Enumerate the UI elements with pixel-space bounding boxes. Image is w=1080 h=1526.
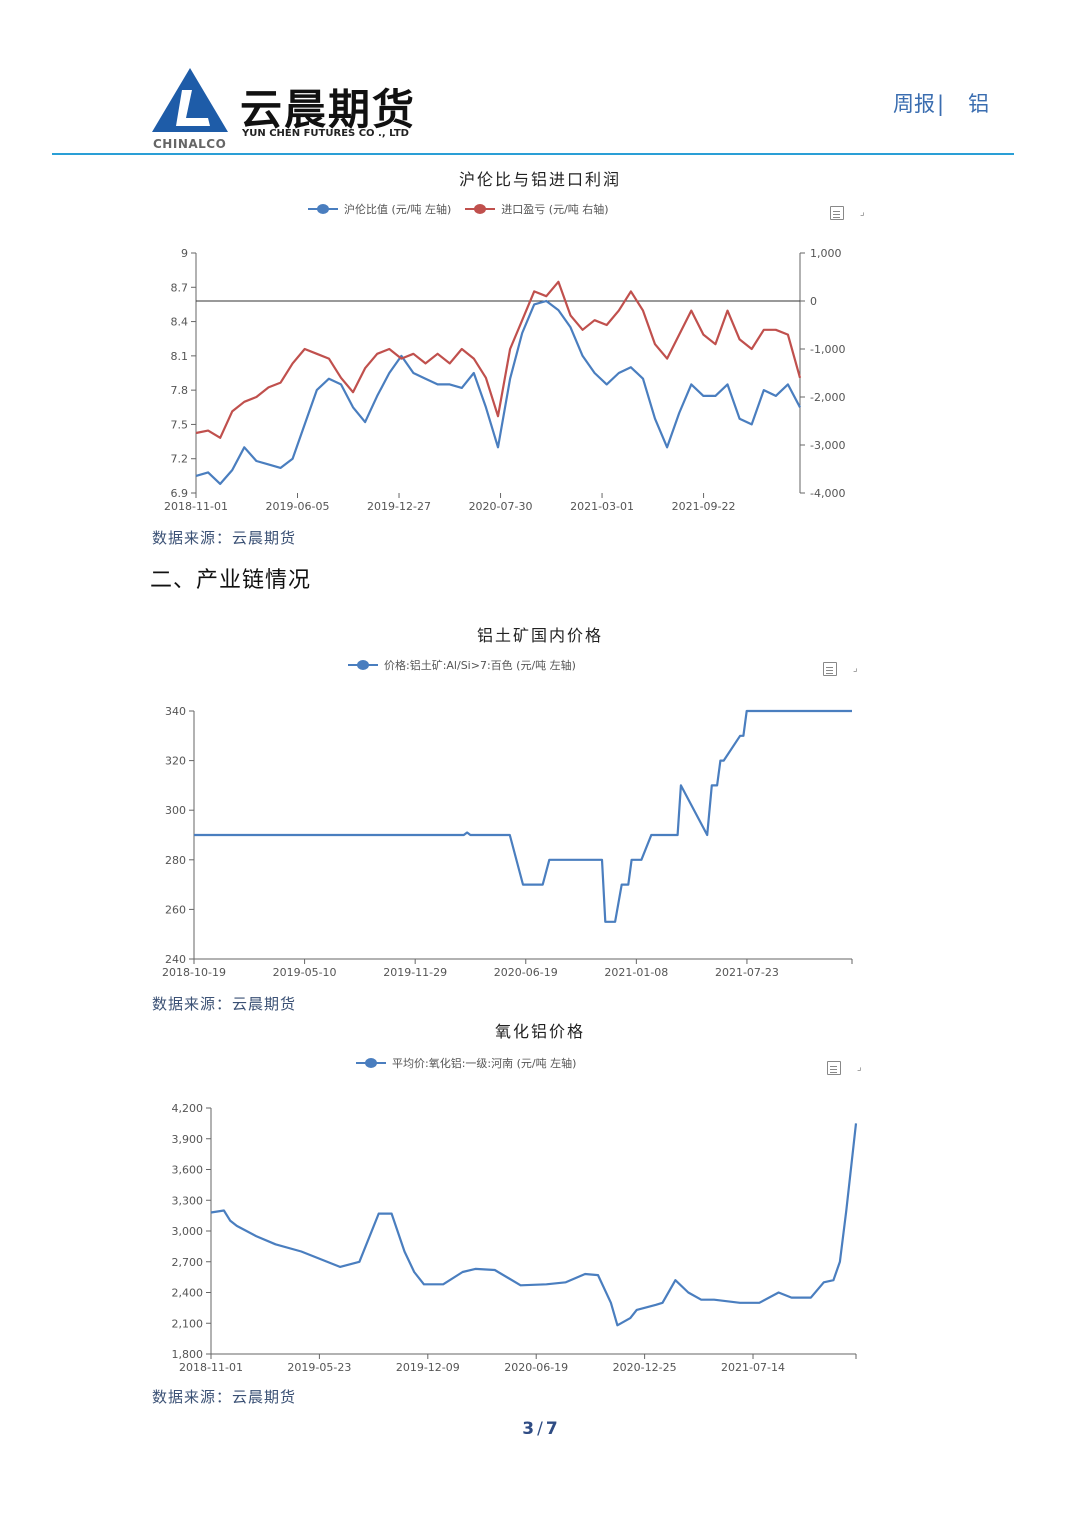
- svg-text:2021-07-14: 2021-07-14: [721, 1361, 785, 1374]
- svg-text:8.4: 8.4: [171, 316, 189, 329]
- chart3-toolbox: ⌟: [827, 1061, 865, 1075]
- chart1-source: 数据来源：云晨期货: [152, 529, 297, 547]
- svg-text:7.5: 7.5: [171, 418, 189, 431]
- chart2-source: 数据来源：云晨期货: [152, 995, 297, 1013]
- chart3-plot: 1,800 2,100 2,400 2,700 3,000 3,300 3,600 3,900…: [172, 1102, 858, 1374]
- svg-text:2018-10-19: 2018-10-19: [162, 966, 226, 979]
- svg-text:7.2: 7.2: [171, 453, 189, 466]
- header-divider: [52, 153, 1014, 155]
- brand-name-cn: 云晨期货: [240, 85, 417, 134]
- report-separator: |: [937, 92, 945, 116]
- svg-text:2020-06-19: 2020-06-19: [504, 1361, 568, 1374]
- svg-text:-4,000: -4,000: [810, 487, 845, 500]
- legend-label: 平均价:氧化铝:一级:河南 (元/吨 左轴): [392, 1057, 577, 1070]
- restore-icon[interactable]: ⌟: [853, 663, 858, 674]
- page-number: 3/7: [0, 1419, 1080, 1439]
- page-header: CHINALCO 云晨期货 YUN CHEN FUTURES CO ., LTD…: [0, 0, 1080, 156]
- chinalco-logo-icon: [152, 68, 228, 132]
- chart1-title: 沪伦比与铝进口利润: [458, 170, 621, 189]
- chart2-plot: 240 260 280 300 320 340 2018-10-19 2019-05-10 20…: [162, 705, 853, 979]
- legend-marker-icon: [308, 204, 338, 214]
- svg-text:280: 280: [165, 854, 186, 867]
- svg-text:2021-07-23: 2021-07-23: [715, 966, 779, 979]
- svg-text:9: 9: [181, 247, 188, 260]
- chart2-legend: 价格:铝土矿:Al/Si>7:百色 (元/吨 左轴): [348, 657, 590, 673]
- legend-item-bauxite[interactable]: 价格:铝土矿:Al/Si>7:百色 (元/吨 左轴): [348, 657, 576, 673]
- report-type: 周报: [893, 92, 935, 116]
- chart2-toolbox: ⌟: [823, 662, 861, 676]
- chart3-legend: 平均价:氧化铝:一级:河南 (元/吨 左轴): [356, 1055, 590, 1071]
- svg-text:240: 240: [165, 953, 186, 966]
- legend-item-ratio[interactable]: 沪伦比值 (元/吨 左轴): [308, 201, 451, 217]
- restore-icon[interactable]: ⌟: [860, 207, 865, 218]
- svg-text:3,300: 3,300: [172, 1194, 204, 1207]
- page-total: 7: [545, 1419, 558, 1439]
- chart1-plot: 6.9 7.2 7.5 7.8 8.1 8.4 8.7 9 -4,000 -3,000 -2,000…: [164, 247, 845, 513]
- svg-text:8.7: 8.7: [171, 281, 189, 294]
- svg-text:4,200: 4,200: [172, 1102, 204, 1115]
- page-current: 3: [522, 1419, 535, 1439]
- page-separator: /: [537, 1419, 543, 1439]
- report-topic: 铝: [968, 92, 990, 116]
- restore-icon[interactable]: ⌟: [857, 1062, 862, 1073]
- report-tag: 周报| 铝: [893, 88, 989, 118]
- svg-text:2018-11-01: 2018-11-01: [164, 500, 228, 513]
- svg-text:2020-07-30: 2020-07-30: [469, 500, 533, 513]
- data-view-icon[interactable]: [823, 662, 837, 676]
- chart3-title: 氧化铝价格: [494, 1022, 585, 1041]
- svg-text:320: 320: [165, 755, 186, 768]
- legend-label: 进口盈亏 (元/吨 右轴): [501, 203, 609, 216]
- chart1-legend: 沪伦比值 (元/吨 左轴) 进口盈亏 (元/吨 右轴): [308, 201, 623, 217]
- svg-text:1,800: 1,800: [172, 1348, 204, 1361]
- svg-text:2021-03-01: 2021-03-01: [570, 500, 634, 513]
- svg-text:340: 340: [165, 705, 186, 718]
- logo-caption: CHINALCO: [153, 137, 227, 151]
- section-heading: 二、产业链情况: [150, 568, 312, 593]
- svg-text:2019-12-09: 2019-12-09: [396, 1361, 460, 1374]
- svg-text:2,700: 2,700: [172, 1256, 204, 1269]
- legend-label: 价格:铝土矿:Al/Si>7:百色 (元/吨 左轴): [384, 659, 576, 672]
- svg-text:0: 0: [810, 295, 817, 308]
- svg-text:-3,000: -3,000: [810, 439, 845, 452]
- svg-text:2019-05-10: 2019-05-10: [273, 966, 337, 979]
- data-view-icon[interactable]: [827, 1061, 841, 1075]
- svg-text:260: 260: [165, 903, 186, 916]
- data-view-icon[interactable]: [830, 206, 844, 220]
- svg-text:2020-12-25: 2020-12-25: [613, 1361, 677, 1374]
- legend-marker-icon: [465, 204, 496, 214]
- chart2-title: 铝土矿国内价格: [476, 626, 603, 645]
- svg-text:6.9: 6.9: [171, 487, 189, 500]
- svg-text:2020-06-19: 2020-06-19: [494, 966, 558, 979]
- svg-text:2,100: 2,100: [172, 1317, 204, 1330]
- legend-label: 沪伦比值 (元/吨 左轴): [344, 203, 452, 216]
- svg-text:7.8: 7.8: [171, 384, 189, 397]
- svg-text:3,000: 3,000: [172, 1225, 204, 1238]
- svg-text:8.1: 8.1: [171, 350, 189, 363]
- legend-item-import-profit[interactable]: 进口盈亏 (元/吨 右轴): [465, 201, 609, 217]
- svg-text:1,000: 1,000: [810, 247, 842, 260]
- brand-name-en: YUN CHEN FUTURES CO ., LTD: [242, 128, 409, 139]
- svg-text:2019-12-27: 2019-12-27: [367, 500, 431, 513]
- chart1-toolbox: ⌟: [830, 206, 868, 220]
- svg-text:2,400: 2,400: [172, 1287, 204, 1300]
- legend-marker-icon: [348, 660, 378, 670]
- svg-text:-2,000: -2,000: [810, 391, 845, 404]
- svg-text:2018-11-01: 2018-11-01: [179, 1361, 243, 1374]
- legend-item-alumina[interactable]: 平均价:氧化铝:一级:河南 (元/吨 左轴): [356, 1055, 576, 1071]
- svg-text:3,900: 3,900: [172, 1133, 204, 1146]
- svg-text:2021-09-22: 2021-09-22: [672, 500, 736, 513]
- svg-text:2019-06-05: 2019-06-05: [266, 500, 330, 513]
- legend-marker-icon: [356, 1058, 386, 1068]
- svg-text:-1,000: -1,000: [810, 343, 845, 356]
- svg-text:3,600: 3,600: [172, 1164, 204, 1177]
- svg-text:2021-01-08: 2021-01-08: [604, 966, 668, 979]
- svg-text:2019-11-29: 2019-11-29: [383, 966, 447, 979]
- svg-text:2019-05-23: 2019-05-23: [287, 1361, 351, 1374]
- chart3-source: 数据来源：云晨期货: [152, 1388, 297, 1406]
- svg-text:300: 300: [165, 804, 186, 817]
